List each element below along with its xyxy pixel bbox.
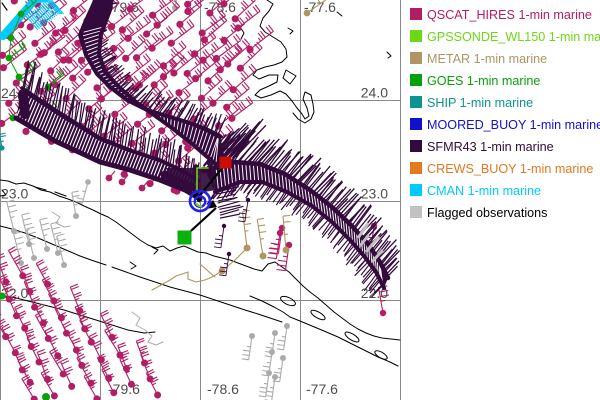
svg-text:METAR 1-min marine: METAR 1-min marine <box>427 52 547 66</box>
svg-text:-77.6: -77.6 <box>304 0 336 15</box>
svg-text:23.0: 23.0 <box>361 186 388 202</box>
svg-text:GPSSONDE_WL150 1-min marine: GPSSONDE_WL150 1-min marine <box>427 30 600 44</box>
svg-text:23.0: 23.0 <box>1 186 28 202</box>
svg-text:SHIP 1-min marine: SHIP 1-min marine <box>427 96 533 110</box>
svg-text:QSCAT_HIRES 1-min marine: QSCAT_HIRES 1-min marine <box>427 8 592 22</box>
svg-text:MOORED_BUOY 1-min marine: MOORED_BUOY 1-min marine <box>427 118 600 132</box>
svg-text:24.0: 24.0 <box>361 85 388 101</box>
svg-text:-77.6: -77.6 <box>306 381 338 397</box>
svg-text:-78.6: -78.6 <box>207 381 239 397</box>
svg-text:SFMR43 1-min marine: SFMR43 1-min marine <box>427 140 554 154</box>
svg-text:Flagged observations: Flagged observations <box>427 206 547 220</box>
svg-text:GOES 1-min marine: GOES 1-min marine <box>427 74 540 88</box>
svg-text:CMAN 1-min marine: CMAN 1-min marine <box>427 184 541 198</box>
svg-text:CREWS_BUOY 1-min marine: CREWS_BUOY 1-min marine <box>427 162 593 176</box>
